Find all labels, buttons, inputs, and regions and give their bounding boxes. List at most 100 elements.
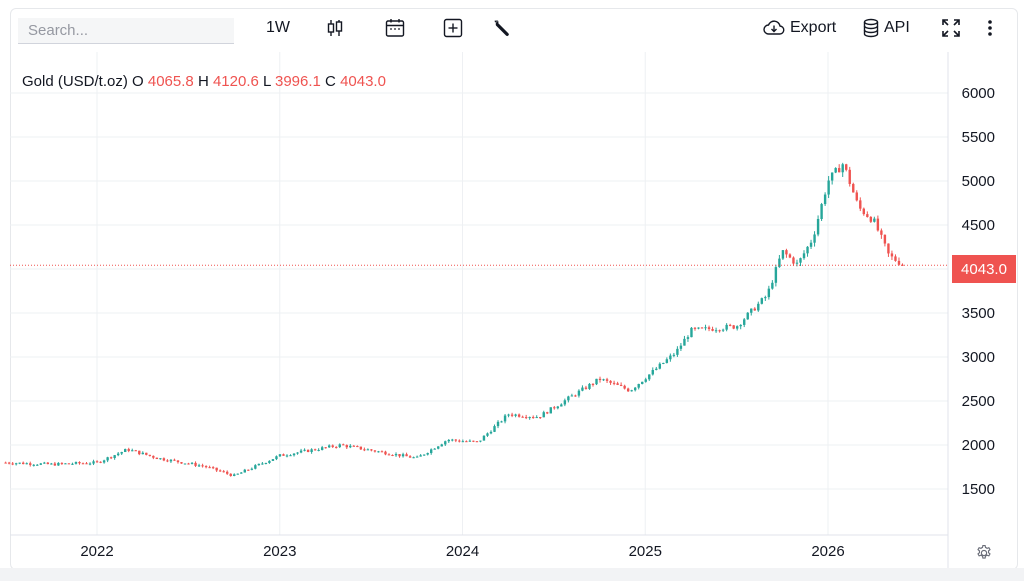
candle-body [247,469,250,471]
candle-body [560,404,563,407]
candle-body [310,449,313,452]
y-tick-label: 5000 [962,173,995,190]
high-label: H [197,73,209,90]
candle-body [598,378,602,381]
export-button[interactable]: Export [762,14,842,42]
candle-body [721,329,725,331]
symbol-name: Gold (USD/t.oz) [22,73,128,90]
api-button[interactable]: API [862,14,916,42]
candle-body [324,447,327,449]
candle-body [626,388,630,392]
candle-body [637,383,640,388]
candle-body [352,445,356,447]
candle-body [771,282,774,289]
candle-body [92,461,95,464]
candle-body [39,463,42,465]
candle-body [222,471,225,473]
toolbar: 1W Export API [0,0,1024,54]
candle-body [419,455,422,457]
candle-body [746,312,749,320]
candle-body [493,426,496,432]
open-label: O [132,73,144,90]
add-indicator-icon[interactable] [440,14,466,42]
candle-body [46,462,50,465]
candle-body [454,439,458,441]
candle-body [208,467,211,469]
candle-body [820,204,823,219]
candle-body [697,327,700,329]
low-value: 3996.1 [274,73,321,90]
candle-body [679,345,683,349]
candlestick-icon[interactable] [322,14,348,42]
candle-body [503,415,507,422]
calendar-icon[interactable] [382,14,408,42]
wrench-icon[interactable] [490,14,516,42]
candle-body [876,218,880,231]
candle-body [539,417,542,419]
candle-body [88,463,92,465]
candle-body [651,369,654,375]
candle-body [303,449,306,451]
candle-body [162,458,166,461]
candle-body [880,230,883,235]
candle-body [4,462,7,464]
candle-body [728,324,732,326]
candle-body [278,454,282,457]
candle-body [468,440,472,442]
candle-body [760,298,764,304]
candle-body [345,445,348,448]
candle-body [85,463,88,465]
candle-body [296,452,299,454]
candle-body [141,452,144,455]
candle-body [535,417,538,419]
candle-body [22,462,25,465]
candle-body [190,462,194,464]
candle-body [264,462,268,464]
candle-body [458,440,461,442]
candle-body [338,444,341,448]
candle-body [391,454,394,456]
candle-body [211,467,215,469]
candle-body [169,459,173,462]
x-tick-label: 2023 [263,543,296,560]
candle-body [451,439,454,441]
candle-body [261,463,264,465]
candle-body [612,382,616,384]
candle-body [320,447,324,450]
candle-body [254,465,257,469]
gear-icon[interactable] [975,544,993,562]
candle-body [743,319,746,325]
candle-body [894,256,897,261]
candle-body [753,308,756,311]
candle-body [507,414,510,416]
candle-body [74,462,78,464]
y-tick-label: 3500 [962,305,995,322]
candle-body [120,452,123,454]
candle-body [366,449,370,451]
more-vertical-icon[interactable] [978,14,1002,42]
candle-body [152,455,155,458]
candle-body [588,383,591,389]
candle-body [67,463,71,465]
candle-body [29,463,32,465]
candle-body [785,250,788,255]
candle-body [236,473,239,475]
candle-body [711,329,714,331]
candle-body [292,453,296,456]
interval-button[interactable]: 1W [262,14,294,42]
candle-body [816,218,820,235]
fullscreen-icon[interactable] [938,14,964,42]
candle-body [78,462,81,464]
x-tick-label: 2024 [446,543,479,560]
candle-body [440,444,443,447]
candle-body [422,454,426,456]
search-input[interactable] [18,18,234,44]
candle-body [176,460,180,463]
candle-body [845,164,848,170]
candle-body [197,465,201,467]
candle-body [317,449,320,451]
candle-body [630,390,633,392]
candle-body [834,168,837,173]
candle-body [201,465,204,467]
